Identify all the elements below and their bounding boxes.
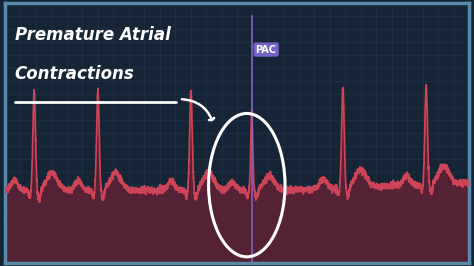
Text: PAC: PAC	[255, 45, 277, 55]
Text: Contractions: Contractions	[15, 65, 134, 83]
Text: Premature Atrial: Premature Atrial	[15, 26, 171, 44]
